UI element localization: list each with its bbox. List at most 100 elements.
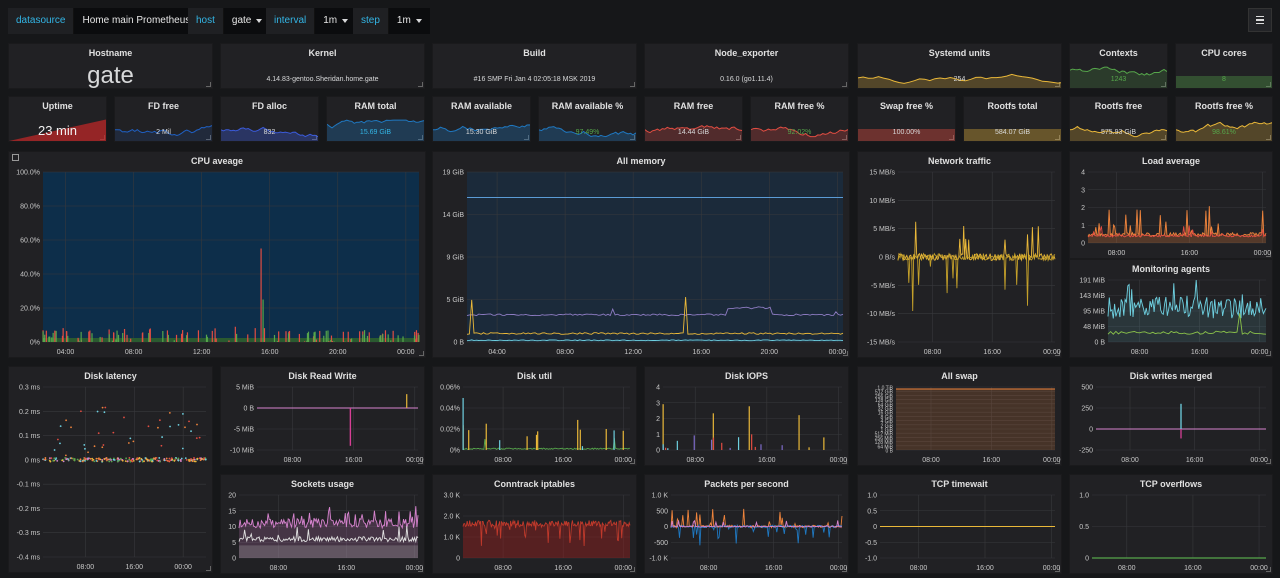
resize-handle-icon[interactable] <box>1266 567 1271 572</box>
panel-title[interactable]: Disk latency <box>84 371 137 381</box>
disk-writes-merged-panel[interactable]: Disk writes merged 500 250 0 -250 08:00 16:00 0… <box>1069 366 1273 466</box>
panel-title[interactable]: RAM available % <box>551 101 624 111</box>
panel-title[interactable]: Hostname <box>88 48 133 58</box>
panel-title[interactable]: Uptime <box>42 101 73 111</box>
panel-title[interactable]: FD free <box>147 101 179 111</box>
ram-free-stat-panel[interactable]: RAM free % 92.02% <box>750 96 849 142</box>
fd-free-stat-panel[interactable]: FD free 2 Mil <box>114 96 213 142</box>
panel-title[interactable]: Disk util <box>516 371 552 381</box>
panel-title[interactable]: Build <box>523 48 546 58</box>
step-select[interactable]: 1m <box>388 8 430 34</box>
disk-util-panel[interactable]: Disk util 0.06% 0.04% 0.02% 0% 08:00 16:00 00:0… <box>432 366 637 466</box>
resize-handle-icon[interactable] <box>842 567 847 572</box>
panel-title[interactable]: Conntrack iptables <box>493 479 576 489</box>
panel-title[interactable]: Sockets usage <box>290 479 355 489</box>
ram-available-stat-panel[interactable]: RAM available 15.30 GiB <box>432 96 531 142</box>
resize-handle-icon[interactable] <box>1055 567 1060 572</box>
resize-handle-icon[interactable] <box>418 459 423 464</box>
resize-handle-icon[interactable] <box>1161 82 1166 87</box>
resize-handle-icon[interactable] <box>1055 351 1060 356</box>
panel-title[interactable]: Systemd units <box>928 48 991 58</box>
packets-per-second-panel[interactable]: Packets per second 1.0 K 500 0 -500 -1.0 K 08:… <box>644 474 849 574</box>
panel-title[interactable]: Load average <box>1141 156 1201 166</box>
resize-handle-icon[interactable] <box>630 135 635 140</box>
resize-handle-icon[interactable] <box>418 567 423 572</box>
resize-handle-icon[interactable] <box>418 135 423 140</box>
build-stat-panel[interactable]: Build #16 SMP Fri Jan 4 02:05:18 MSK 2019 <box>432 43 637 89</box>
panel-title[interactable]: Network traffic <box>927 156 991 166</box>
conntrack-iptables-panel[interactable]: Conntrack iptables 3.0 K 2.0 K 1.0 K 0 08:00 1… <box>432 474 637 574</box>
panel-title[interactable]: Disk IOPS <box>724 371 769 381</box>
resize-handle-icon[interactable] <box>1055 82 1060 87</box>
panel-title[interactable]: Kernel <box>308 48 337 58</box>
contexts-stat-panel[interactable]: Contexts 1243 <box>1069 43 1168 89</box>
swap-free-stat-panel[interactable]: Swap free % 100.00% <box>857 96 956 142</box>
resize-handle-icon[interactable] <box>736 135 741 140</box>
resize-handle-icon[interactable] <box>1266 82 1271 87</box>
resize-handle-icon[interactable] <box>1266 459 1271 464</box>
node-exporter-stat-panel[interactable]: Node_exporter 0.16.0 (go1.11.4) <box>644 43 849 89</box>
panel-title[interactable]: RAM free % <box>774 101 825 111</box>
tcp-timewait-panel[interactable]: TCP timewait 1.0 0.5 0 -0.5 -1.0 08:00 16:00 00:… <box>857 474 1062 574</box>
disk-read-write-panel[interactable]: Disk Read Write 5 MiB 0 B -5 MiB -10 MiB 08:0… <box>220 366 425 466</box>
ram-total-stat-panel[interactable]: RAM total 15.69 GiB <box>326 96 425 142</box>
resize-handle-icon[interactable] <box>949 135 954 140</box>
panel-title[interactable]: CPU cores <box>1201 48 1247 58</box>
all-memory-panel[interactable]: All memory 19 GiB 14 GiB 9 GiB 5 GiB 0 B 04:00… <box>432 151 850 358</box>
resize-handle-icon[interactable] <box>630 82 635 87</box>
resize-handle-icon[interactable] <box>843 351 848 356</box>
panel-title[interactable]: TCP timewait <box>931 479 988 489</box>
load-average-panel[interactable]: Load average 4 3 2 1 0 08:00 16:00 00:00 <box>1069 151 1273 259</box>
interval-select[interactable]: 1m <box>315 8 357 34</box>
cpu-cores-stat-panel[interactable]: CPU cores 8 <box>1175 43 1273 89</box>
hostname-stat-panel[interactable]: Hostname gate <box>8 43 213 89</box>
panel-title[interactable]: Disk writes merged <box>1129 371 1213 381</box>
rootfs-free-stat-panel[interactable]: Rootfs free % 98.61% <box>1175 96 1273 142</box>
resize-handle-icon[interactable] <box>206 135 211 140</box>
resize-handle-icon[interactable] <box>206 82 211 87</box>
kernel-stat-panel[interactable]: Kernel 4.14.83-gentoo.Sheridan.home.gate <box>220 43 425 89</box>
systemd-units-stat-panel[interactable]: Systemd units 254 <box>857 43 1062 89</box>
resize-handle-icon[interactable] <box>1161 135 1166 140</box>
resize-handle-icon[interactable] <box>206 566 211 571</box>
resize-handle-icon[interactable] <box>1266 351 1271 356</box>
resize-handle-icon[interactable] <box>842 459 847 464</box>
disk-iops-panel[interactable]: Disk IOPS 4 3 2 1 0 08:00 16:00 00:00 <box>644 366 849 466</box>
panel-title[interactable]: Node_exporter <box>714 48 779 58</box>
disk-latency-panel[interactable]: Disk latency 0.3 ms 0.2 ms 0.1 ms 0 ms -0.1 m… <box>8 366 213 573</box>
panel-title[interactable]: Packets per second <box>704 479 789 489</box>
ram-free-stat-panel[interactable]: RAM free 14.44 GiB <box>644 96 743 142</box>
host-select[interactable]: gate <box>223 8 271 34</box>
datasource-select[interactable]: Home main Prometheus <box>74 8 210 34</box>
resize-handle-icon[interactable] <box>1266 252 1271 257</box>
resize-handle-icon[interactable] <box>312 135 317 140</box>
tcp-overflows-panel[interactable]: TCP overflows 1.0 0.5 0 08:00 16:00 00:00 <box>1069 474 1273 574</box>
hamburger-menu-icon[interactable] <box>1248 8 1272 32</box>
resize-handle-icon[interactable] <box>1055 135 1060 140</box>
share-icon[interactable] <box>12 154 19 161</box>
resize-handle-icon[interactable] <box>630 567 635 572</box>
resize-handle-icon[interactable] <box>524 135 529 140</box>
panel-title[interactable]: RAM available <box>450 101 513 111</box>
panel-title[interactable]: RAM free <box>673 101 714 111</box>
uptime-stat-panel[interactable]: Uptime 23 min <box>8 96 107 142</box>
rootfs-free-stat-panel[interactable]: Rootfs free 575.93 GiB <box>1069 96 1168 142</box>
sockets-usage-panel[interactable]: Sockets usage 20 15 10 5 0 08:00 16:00 00:00 <box>220 474 425 574</box>
rootfs-total-stat-panel[interactable]: Rootfs total 584.07 GiB <box>963 96 1062 142</box>
panel-title[interactable]: Disk Read Write <box>288 371 357 381</box>
ram-available-stat-panel[interactable]: RAM available % 97.49% <box>538 96 637 142</box>
panel-title[interactable]: Rootfs free <box>1094 101 1143 111</box>
panel-title[interactable]: Rootfs total <box>987 101 1038 111</box>
panel-title[interactable]: CPU aveage <box>190 156 244 166</box>
panel-title[interactable]: RAM total <box>354 101 397 111</box>
panel-title[interactable]: Monitoring agents <box>1132 264 1210 274</box>
network-traffic-panel[interactable]: Network traffic 15 MB/s 10 MB/s 5 MB/s 0 B/s… <box>857 151 1062 358</box>
resize-handle-icon[interactable] <box>842 135 847 140</box>
panel-title[interactable]: Swap free % <box>879 101 934 111</box>
panel-title[interactable]: TCP overflows <box>1139 479 1203 489</box>
resize-handle-icon[interactable] <box>1266 135 1271 140</box>
cpu-aveage-panel[interactable]: CPU aveage 100.0% 80.0% 60.0% 40.0% 20.0% 0% 04… <box>8 151 426 358</box>
panel-title[interactable]: All swap <box>941 371 978 381</box>
panel-title[interactable]: FD alloc <box>251 101 287 111</box>
resize-handle-icon[interactable] <box>842 82 847 87</box>
